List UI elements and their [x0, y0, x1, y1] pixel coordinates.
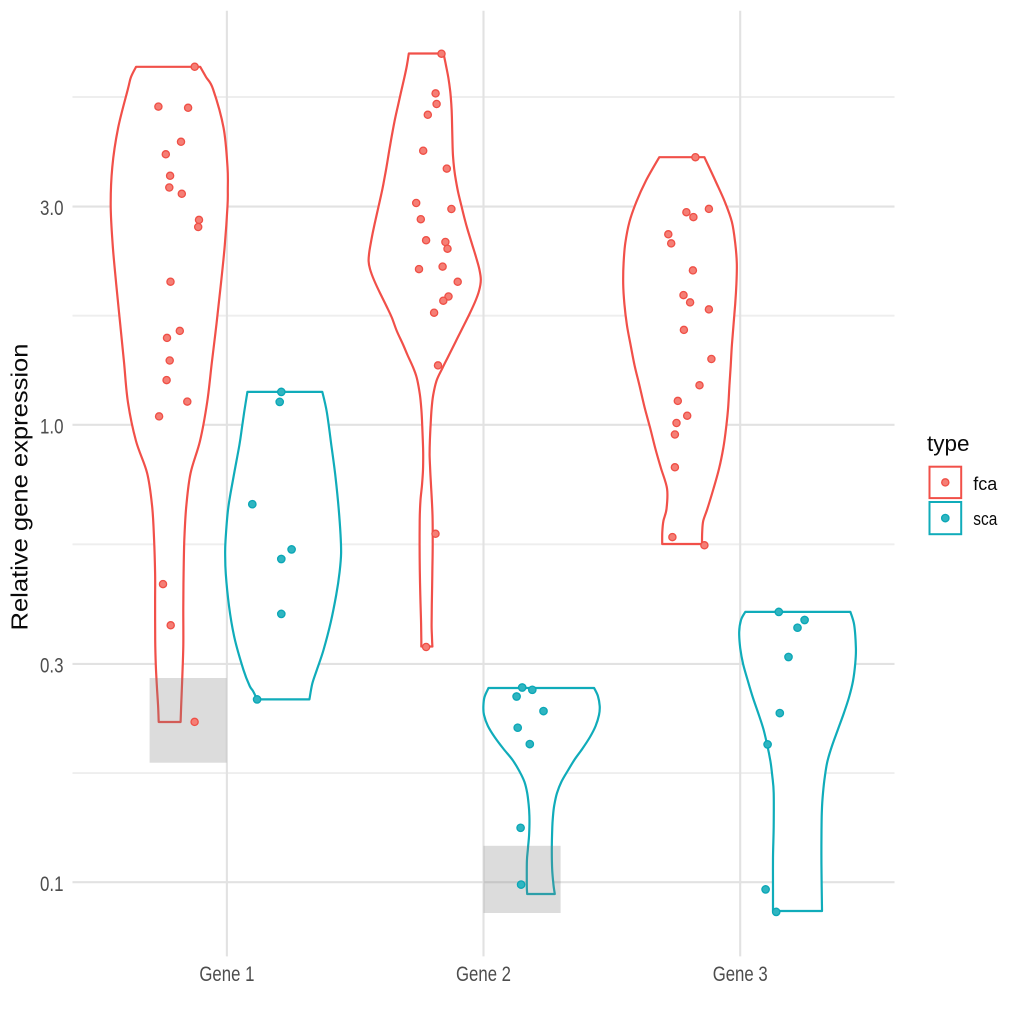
svg-text:0.1: 0.1 [40, 873, 64, 896]
svg-text:Gene 3: Gene 3 [713, 963, 768, 986]
svg-text:fca: fca [973, 474, 998, 494]
svg-text:sca: sca [973, 509, 998, 529]
svg-text:Gene 2: Gene 2 [456, 963, 511, 986]
svg-text:Gene 1: Gene 1 [199, 963, 254, 986]
svg-text:3.0: 3.0 [40, 197, 64, 220]
svg-text:0.3: 0.3 [40, 655, 64, 678]
svg-text:Relative gene expression: Relative gene expression [7, 344, 33, 631]
svg-text:type: type [927, 431, 970, 456]
svg-text:1.0: 1.0 [40, 415, 64, 438]
